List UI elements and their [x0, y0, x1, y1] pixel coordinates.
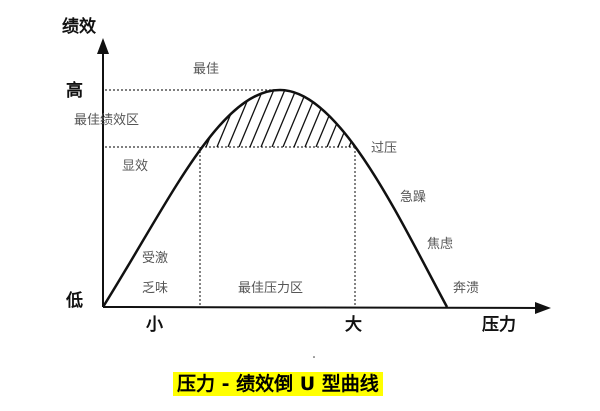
hatch-line — [326, 90, 356, 147]
hatch-line — [359, 90, 389, 147]
x-axis-small: 小 — [146, 315, 163, 335]
label-irritable: 急躁 — [400, 190, 426, 205]
x-axis — [102, 301, 551, 314]
label-best: 最佳 — [193, 62, 219, 77]
label-anxious: 焦虑 — [427, 237, 453, 252]
x-axis-title: 压力 — [482, 314, 516, 335]
hatch-line — [370, 90, 400, 147]
diagram-caption: 压力 - 绩效倒 U 型曲线 — [173, 372, 383, 396]
label-best-stress-zone: 最佳压力区 — [238, 281, 303, 296]
x-axis-large: 大 — [345, 314, 362, 335]
performance-curve — [101, 88, 449, 308]
y-axis-title: 绩效 — [62, 16, 96, 37]
label-stimulated: 受激 — [142, 251, 168, 266]
label-best-performance-zone: 最佳绩效区 — [74, 113, 139, 128]
stray-dot — [313, 356, 315, 358]
label-collapse: 奔溃 — [453, 281, 479, 296]
label-overstress: 过压 — [371, 141, 397, 156]
hatch-line — [337, 90, 367, 147]
label-noticeable: 显效 — [122, 159, 148, 174]
hatch-line — [348, 90, 378, 147]
hatch-line — [304, 90, 334, 147]
hatch-line — [315, 90, 345, 147]
label-boring: 乏味 — [142, 281, 168, 296]
y-axis-low: 低 — [65, 290, 83, 311]
hatch-line — [293, 90, 323, 147]
y-axis-high: 高 — [66, 80, 83, 101]
